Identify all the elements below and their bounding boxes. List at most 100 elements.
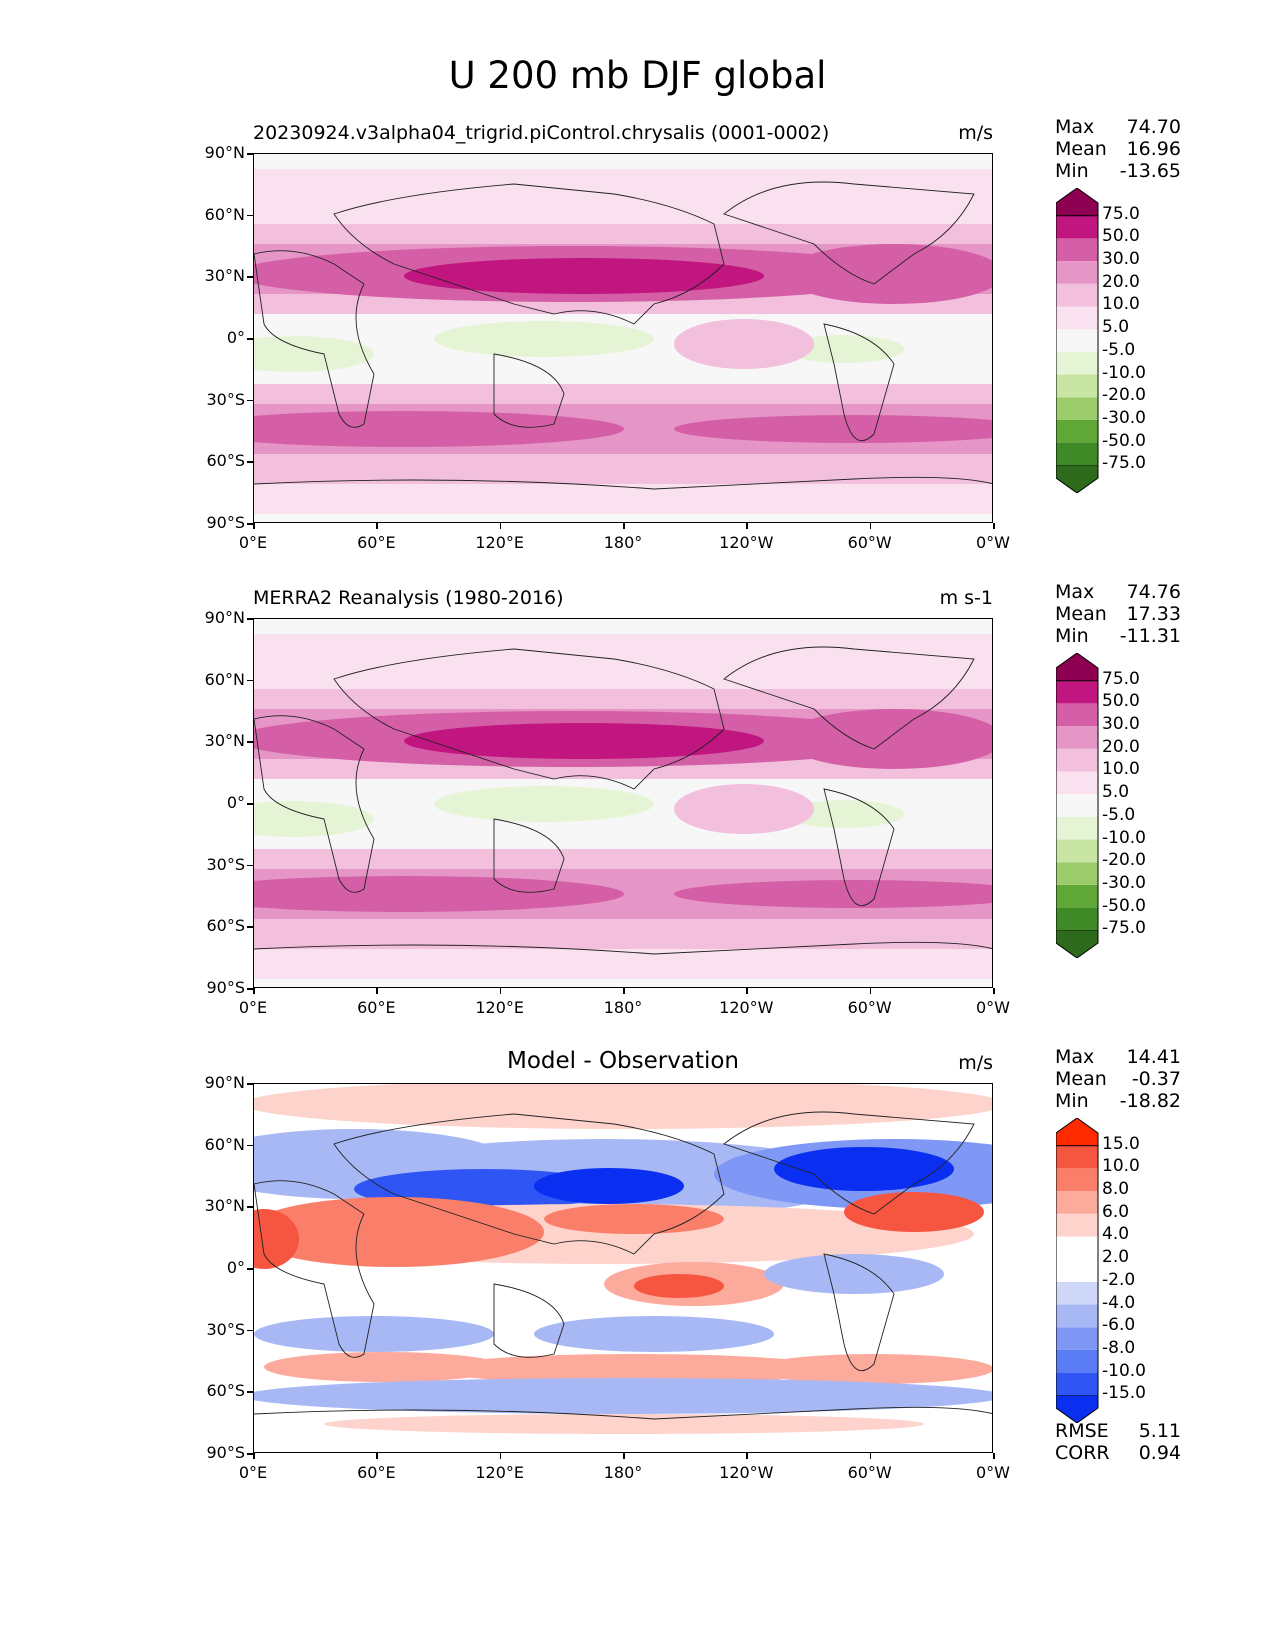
colorbar-swatch <box>1056 907 1098 931</box>
colorbar-swatch <box>1056 238 1098 262</box>
colorbar-tick-label: 10.0 <box>1102 294 1140 315</box>
panel-title: 20230924.v3alpha04_trigrid.piControl.chr… <box>253 122 830 144</box>
stat-label: Max <box>1055 116 1095 138</box>
stat-label: Mean <box>1055 138 1107 160</box>
panel-title: Model - Observation <box>506 1048 740 1074</box>
coastline-path <box>254 941 992 955</box>
anomaly-region <box>764 1254 944 1294</box>
colorbar-tick-label: 6.0 <box>1102 1201 1130 1222</box>
coastlines <box>254 181 992 490</box>
stat-label: Mean <box>1055 603 1107 625</box>
lat-tick-label: 60°N <box>204 204 245 224</box>
lon-tick-mark <box>253 1453 255 1459</box>
southern-jet <box>674 880 992 908</box>
lat-tick-label: 60°S <box>206 916 245 936</box>
colorbar-tick-label: -6.0 <box>1102 1315 1136 1336</box>
colorbar-swatch <box>1056 862 1098 885</box>
lat-tick-mark <box>247 276 253 278</box>
colorbar-tick-label: -5.0 <box>1102 804 1136 825</box>
colorbar-swatch <box>1056 1372 1098 1396</box>
colorbar-tick-label: -5.0 <box>1102 339 1136 360</box>
stat-row: Mean 17.33 <box>1055 603 1181 625</box>
colorbar-tick-label: -30.0 <box>1102 407 1146 428</box>
coastline-path <box>333 1113 725 1255</box>
colorbar-swatch <box>1056 703 1098 727</box>
stat-label: CORR <box>1055 1442 1110 1464</box>
colorbar-tick-label: 30.0 <box>1102 249 1140 270</box>
colorbar-swatch <box>1056 1349 1098 1373</box>
colorbar-swatch <box>1056 374 1098 398</box>
coastline-path <box>254 1180 375 1358</box>
lat-tick-mark <box>247 1391 253 1393</box>
lat-tick-label: 90°N <box>204 1073 245 1092</box>
colorbar-tick-label: -20.0 <box>1102 850 1146 871</box>
diff-panel: Model - Observation m/s 90°N 60°N 30°N 0° 30°S… <box>0 930 1275 1482</box>
colorbar-tick-label: -75.0 <box>1102 918 1146 939</box>
colorbar-tick-label: 75.0 <box>1102 668 1140 689</box>
colorbar-swatch <box>1056 1145 1098 1169</box>
stats-box: Max 74.70 Mean 16.96 Min -13.65 <box>1055 116 1181 182</box>
stat-label: Max <box>1055 581 1095 603</box>
colorbar-tick-label: -50.0 <box>1102 895 1146 916</box>
stat-label: Mean <box>1055 1068 1107 1090</box>
colorbar-swatch <box>1056 748 1098 772</box>
westerly-duct <box>674 784 814 834</box>
stat-row: Mean -0.37 <box>1055 1068 1181 1090</box>
lat-tick-label: 90°N <box>204 143 245 162</box>
map-plot <box>253 1083 993 1453</box>
anomaly-region <box>434 1354 834 1384</box>
polar-band <box>254 949 992 979</box>
anomaly-region <box>264 1352 504 1382</box>
lat-tick-mark <box>247 1329 253 1332</box>
colorbar-swatch <box>1056 771 1098 795</box>
colorbar-tick-label: 50.0 <box>1102 226 1140 247</box>
stat-row: Min -13.65 <box>1055 160 1181 182</box>
lon-tick-label: 120°E <box>475 998 524 1017</box>
colorbar-swatch <box>1056 306 1098 330</box>
easterly-region <box>434 321 654 357</box>
lon-tick-mark <box>993 988 995 994</box>
contour-field <box>254 619 992 987</box>
easterly-region <box>784 800 904 828</box>
lat-tick-mark <box>247 214 253 217</box>
colorbar-swatch <box>1056 188 1099 217</box>
easterly-region <box>434 786 654 822</box>
colorbar-tick-label: -15.0 <box>1102 1383 1146 1404</box>
coastline-path <box>254 476 992 490</box>
anomaly-region <box>634 1274 724 1298</box>
coastline-path <box>254 715 375 893</box>
figure-title: U 200 mb DJF global <box>448 54 827 97</box>
lat-tick-mark <box>247 1206 253 1208</box>
stat-label: Min <box>1055 625 1089 647</box>
colorbar-swatch <box>1056 1281 1098 1305</box>
lon-tick-label: 120°E <box>475 533 524 552</box>
lat-tick-label: 0° <box>226 1258 245 1277</box>
lon-tick-mark <box>869 523 872 529</box>
lon-tick-label: 60°E <box>357 998 396 1017</box>
lon-tick-label: 120°W <box>719 998 774 1017</box>
lat-tick-mark <box>247 461 253 463</box>
anomaly-region <box>324 1414 924 1434</box>
map-svg <box>254 1084 992 1452</box>
colorbar-tick-label: -2.0 <box>1102 1269 1136 1290</box>
stat-row: Mean 16.96 <box>1055 138 1181 160</box>
colorbar-swatch <box>1056 1259 1098 1282</box>
coastlines <box>254 646 992 955</box>
lon-tick-mark <box>623 988 625 994</box>
colorbar-tick-label: 8.0 <box>1102 1179 1130 1200</box>
stat-value: -11.31 <box>1119 625 1181 647</box>
coastline-path <box>823 788 895 907</box>
lon-tick-mark <box>499 523 502 529</box>
anomaly-region <box>254 1197 544 1267</box>
lat-tick-label: 0° <box>226 328 245 347</box>
stat-label: RMSE <box>1055 1420 1109 1442</box>
stat-row: Min -11.31 <box>1055 625 1181 647</box>
colorbar <box>1056 188 1099 493</box>
lat-tick-label: 30°S <box>206 389 245 409</box>
colorbar-swatch <box>1056 1168 1098 1192</box>
colorbar-tick-label: 30.0 <box>1102 714 1140 735</box>
colorbar-swatch <box>1056 1118 1099 1147</box>
obs-panel: MERRA2 Reanalysis (1980-2016) m s-1 90°N 60… <box>0 465 1275 1017</box>
jet-band <box>254 634 992 694</box>
lon-tick-mark <box>376 523 378 529</box>
